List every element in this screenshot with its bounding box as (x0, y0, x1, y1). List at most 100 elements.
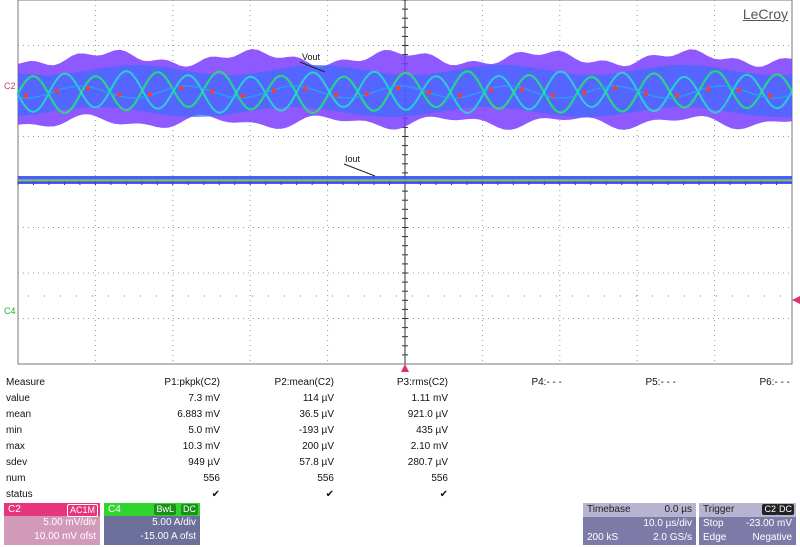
measure-col-header[interactable]: P4:- - - (531, 376, 562, 388)
measure-title: Measure (6, 376, 45, 388)
c4-marker: C4 (4, 306, 16, 316)
c2-coupling-tag: AC1M (66, 504, 98, 517)
measure-row: mean 6.883 mV 36.5 µV 921.0 µV (0, 406, 800, 422)
measure-cell: 556 (431, 472, 448, 484)
measure-cell: 200 µV (302, 440, 334, 452)
c4-channel-name: C4 (108, 504, 121, 515)
measure-cell (572, 438, 686, 454)
measure-row: num 556 556 556 (0, 470, 800, 486)
timebase-offset: 0.0 µs (664, 504, 692, 515)
measure-cell (686, 406, 800, 422)
measure-col-header[interactable]: P1:pkpk(C2) (164, 376, 220, 388)
measure-cell (572, 486, 686, 502)
measure-header-row: Measure P1:pkpk(C2) P2:mean(C2) P3:rms(C… (0, 374, 800, 390)
measure-cell: 435 µV (416, 424, 448, 436)
brand-logo: LeCroy (742, 6, 788, 22)
measure-cell: 556 (203, 472, 220, 484)
measure-cell (572, 390, 686, 406)
c4-bwl-tag: BwL (154, 504, 176, 515)
measure-col-header[interactable]: P6:- - - (759, 376, 790, 388)
measure-cell (458, 438, 572, 454)
measure-cell: 36.5 µV (299, 408, 334, 420)
measure-row-label: sdev (6, 456, 28, 468)
measure-row-label: min (6, 424, 23, 436)
measure-cell (572, 406, 686, 422)
measure-cell (458, 486, 572, 502)
measure-cell: 949 µV (188, 456, 220, 468)
timebase-div: 10.0 µs/div (643, 518, 692, 529)
measure-row-label: value (6, 392, 30, 404)
measure-cell (458, 390, 572, 406)
measure-cell (686, 454, 800, 470)
measure-row-label: mean (6, 408, 32, 420)
trigger-level-marker[interactable] (792, 296, 800, 304)
measure-row: max 10.3 mV 200 µV 2.10 mV (0, 438, 800, 454)
measure-cell (458, 422, 572, 438)
measure-row: value 7.3 mV 114 µV 1.11 mV (0, 390, 800, 406)
iout-waveform (18, 176, 792, 184)
measure-cell (572, 454, 686, 470)
measure-cell: -193 µV (298, 424, 334, 436)
measure-table: Measure P1:pkpk(C2) P2:mean(C2) P3:rms(C… (0, 374, 800, 502)
measure-cell: 10.3 mV (182, 440, 220, 452)
c4-coupling-tag: DC (181, 504, 198, 515)
scope-display: Vout Iout C2 C4 LeCroy (4, 0, 800, 372)
measure-cell: 114 µV (302, 392, 334, 404)
timebase-rate: 2.0 GS/s (653, 532, 692, 543)
trigger-type: Edge (703, 532, 727, 543)
trigger-title: Trigger (703, 504, 735, 515)
measure-row-label: max (6, 440, 25, 452)
measure-cell: ✔ (325, 488, 334, 500)
measure-row: min 5.0 mV -193 µV 435 µV (0, 422, 800, 438)
c2-vdiv: 5.00 mV/div (43, 517, 96, 528)
trigger-source-tag: C2 (762, 504, 778, 515)
measure-cell (686, 470, 800, 486)
measure-col-header[interactable]: P5:- - - (645, 376, 676, 388)
measure-col-header[interactable]: P3:rms(C2) (396, 376, 448, 388)
c2-offset: 10.00 mV ofst (34, 531, 96, 542)
measure-cell: 2.10 mV (410, 440, 448, 452)
measure-cell (686, 422, 800, 438)
c4-offset: -15.00 A ofst (140, 531, 196, 542)
measure-cell (458, 454, 572, 470)
timebase-box[interactable]: Timebase 0.0 µs 10.0 µs/div 200 kS 2.0 G… (583, 503, 696, 545)
measure-cell (686, 486, 800, 502)
trigger-box[interactable]: Trigger C2 DC Stop -23.00 mV Edge Negati… (699, 503, 796, 545)
c2-channel-box[interactable]: C2 AC1M 5.00 mV/div 10.00 mV ofst (4, 503, 100, 545)
measure-cell (686, 390, 800, 406)
trigger-mode: Stop (703, 518, 724, 529)
vout-waveform (16, 49, 793, 130)
iout-label: Iout (345, 154, 361, 164)
measure-cell: ✔ (211, 488, 220, 500)
measure-row: sdev 949 µV 57.8 µV 280.7 µV (0, 454, 800, 470)
trigger-level: -23.00 mV (745, 518, 792, 529)
measure-cell: 7.3 mV (188, 392, 220, 404)
measure-cell: 57.8 µV (299, 456, 334, 468)
measure-cell: 921.0 µV (407, 408, 448, 420)
c4-channel-box[interactable]: C4 BwL DC 5.00 A/div -15.00 A ofst (104, 503, 200, 545)
measure-row-label: status (6, 488, 33, 500)
trigger-slope: Negative (752, 532, 792, 543)
measure-cell (686, 438, 800, 454)
measure-cell: 1.11 mV (411, 392, 449, 404)
timebase-title: Timebase (587, 504, 631, 515)
measure-cell: ✔ (439, 488, 448, 500)
measure-cell (572, 470, 686, 486)
waveform-grid: Vout Iout C2 C4 (4, 0, 800, 372)
c2-channel-name: C2 (8, 504, 21, 515)
measure-row: status ✔ ✔ ✔ (0, 486, 800, 502)
measure-panel: Measure P1:pkpk(C2) P2:mean(C2) P3:rms(C… (0, 374, 800, 502)
c2-marker: C2 (4, 81, 16, 91)
measure-cell: 280.7 µV (407, 456, 448, 468)
measure-col-header[interactable]: P2:mean(C2) (274, 376, 334, 388)
measure-cell: 6.883 mV (177, 408, 220, 420)
measure-row-label: num (6, 472, 26, 484)
trigger-coupling-tag: DC (777, 504, 794, 515)
measure-cell (458, 470, 572, 486)
trigger-position-marker[interactable] (401, 364, 409, 372)
vout-label: Vout (302, 52, 321, 62)
measure-cell (458, 406, 572, 422)
measure-cell: 5.0 mV (188, 424, 220, 436)
measure-cell (572, 422, 686, 438)
measure-cell: 556 (317, 472, 334, 484)
